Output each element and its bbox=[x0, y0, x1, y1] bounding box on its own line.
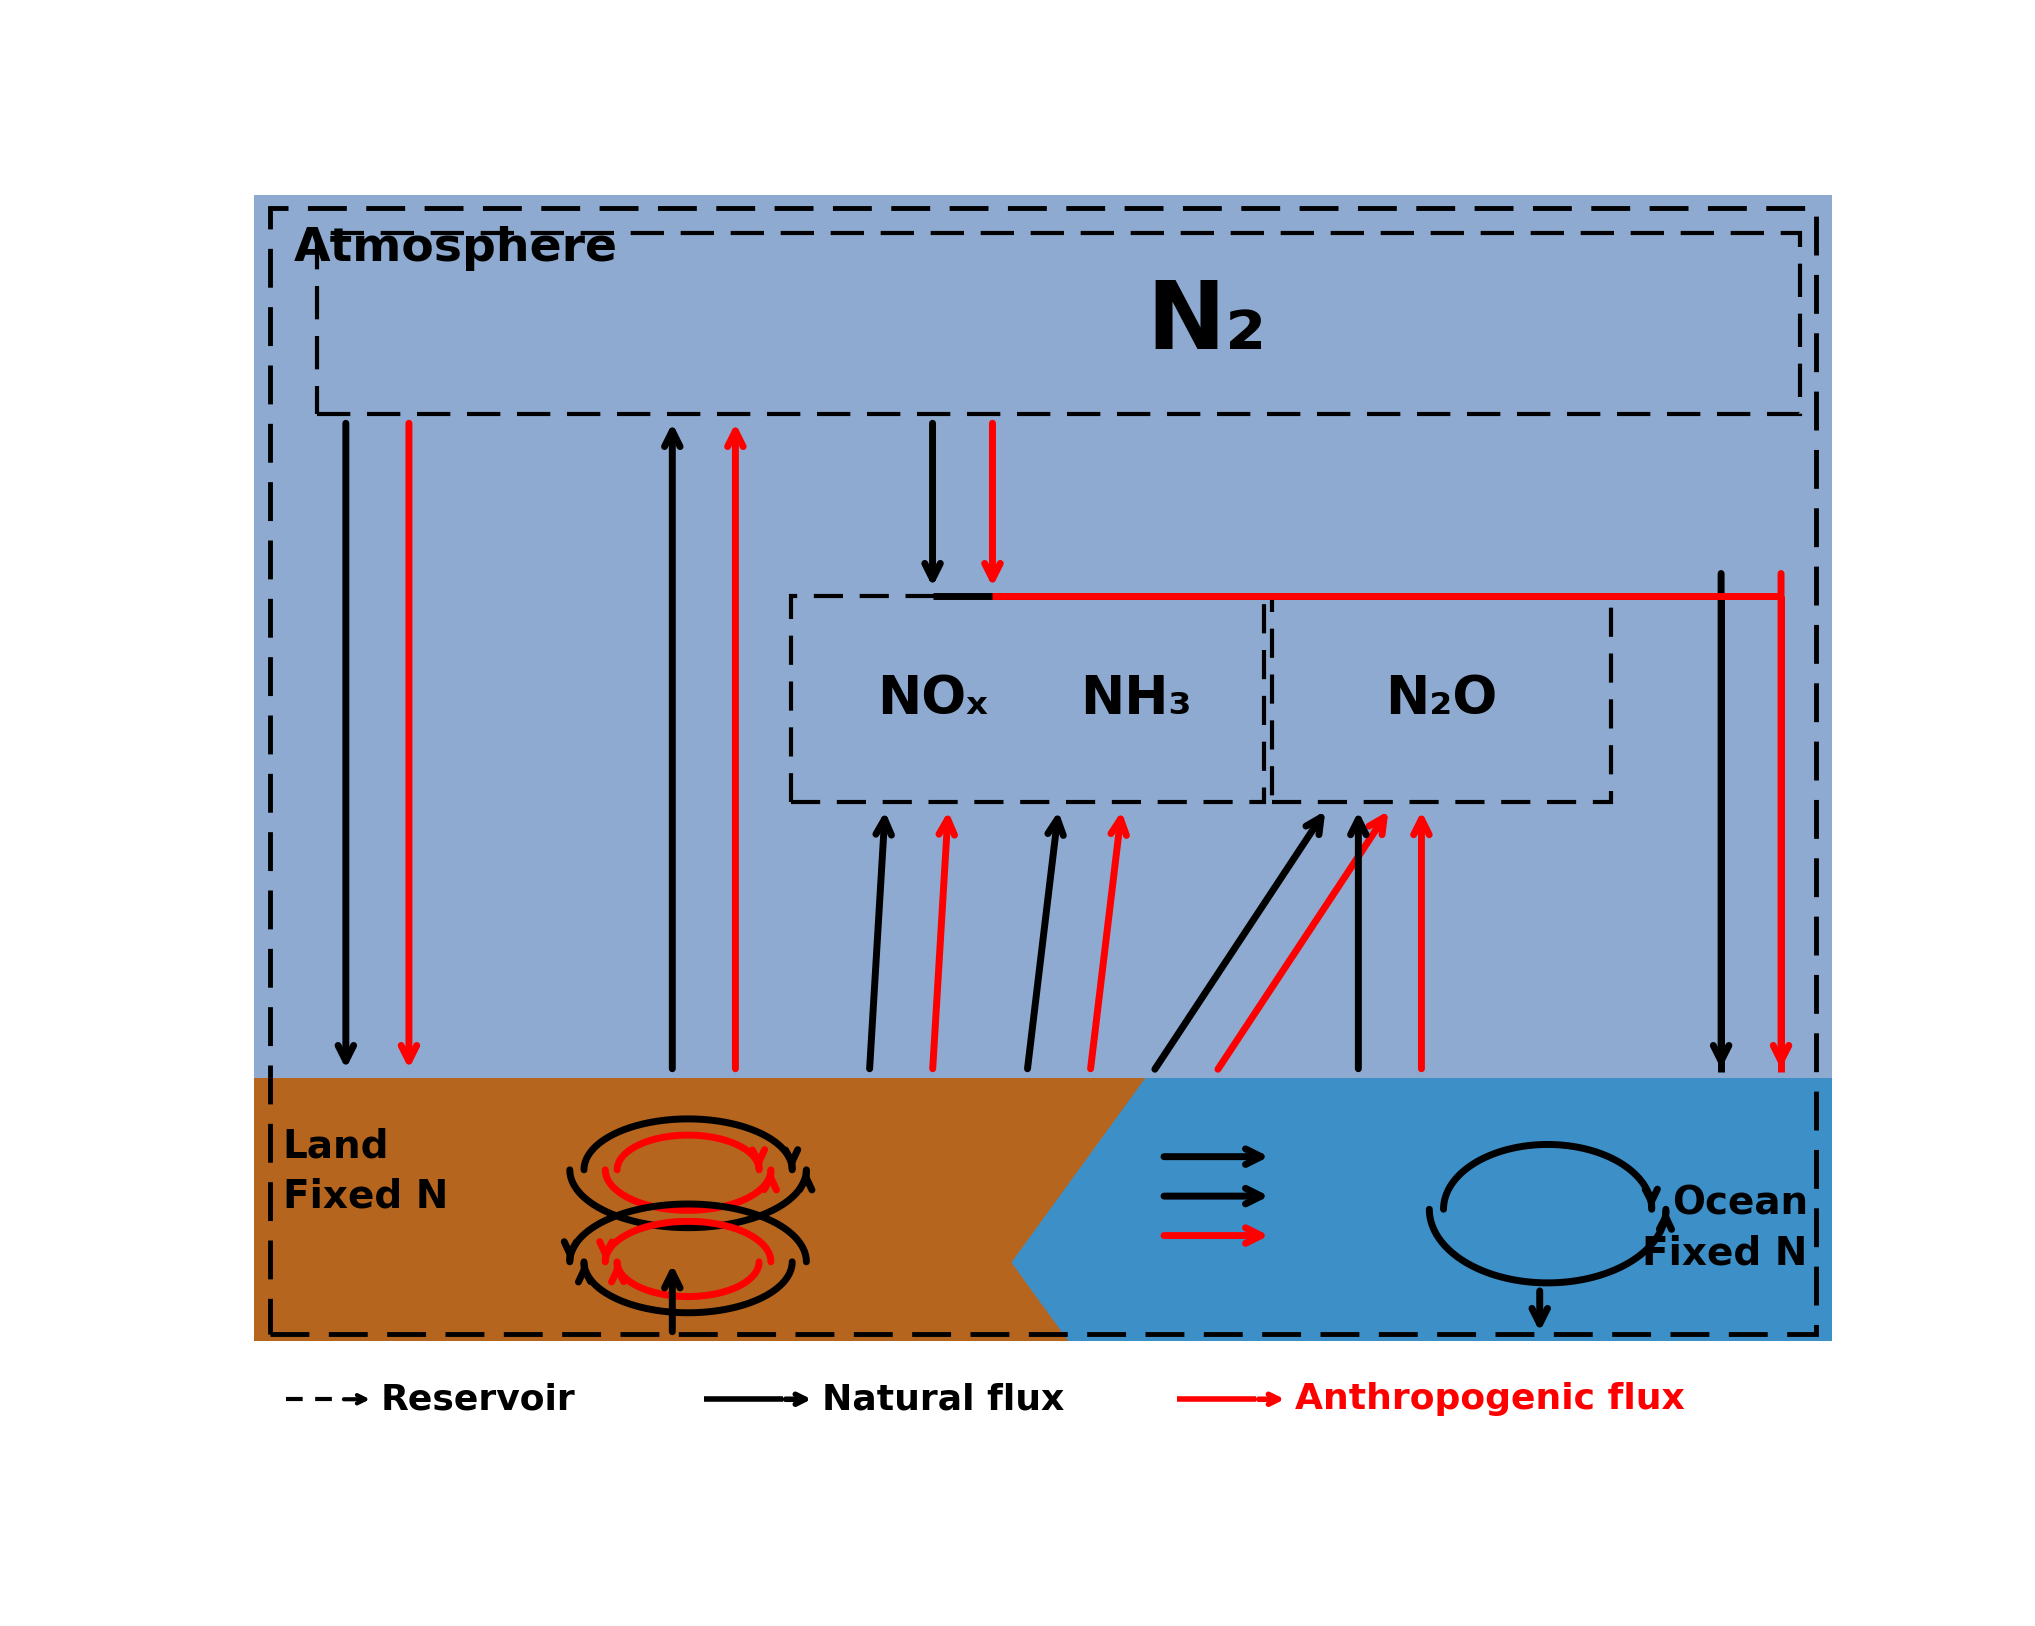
Text: N₂O: N₂O bbox=[1386, 673, 1498, 725]
Text: Reservoir: Reservoir bbox=[381, 1382, 576, 1416]
Text: Ocean
Fixed N: Ocean Fixed N bbox=[1642, 1184, 1807, 1272]
Bar bbox=[254, 195, 1832, 1078]
Text: NOₓ: NOₓ bbox=[877, 673, 987, 725]
Text: Natural flux: Natural flux bbox=[822, 1382, 1064, 1416]
Text: N₂: N₂ bbox=[1148, 278, 1268, 369]
Text: NH₃: NH₃ bbox=[1081, 673, 1193, 725]
FancyBboxPatch shape bbox=[790, 595, 1264, 802]
Bar bbox=[254, 1078, 1146, 1447]
Bar bbox=[1146, 1078, 1832, 1447]
Polygon shape bbox=[1011, 1078, 1146, 1447]
Text: Land
Fixed N: Land Fixed N bbox=[283, 1128, 448, 1216]
FancyBboxPatch shape bbox=[317, 233, 1801, 415]
FancyBboxPatch shape bbox=[1272, 595, 1612, 802]
Text: Atmosphere: Atmosphere bbox=[293, 226, 619, 272]
Text: Anthropogenic flux: Anthropogenic flux bbox=[1296, 1382, 1685, 1416]
Bar bbox=[254, 1341, 1832, 1447]
